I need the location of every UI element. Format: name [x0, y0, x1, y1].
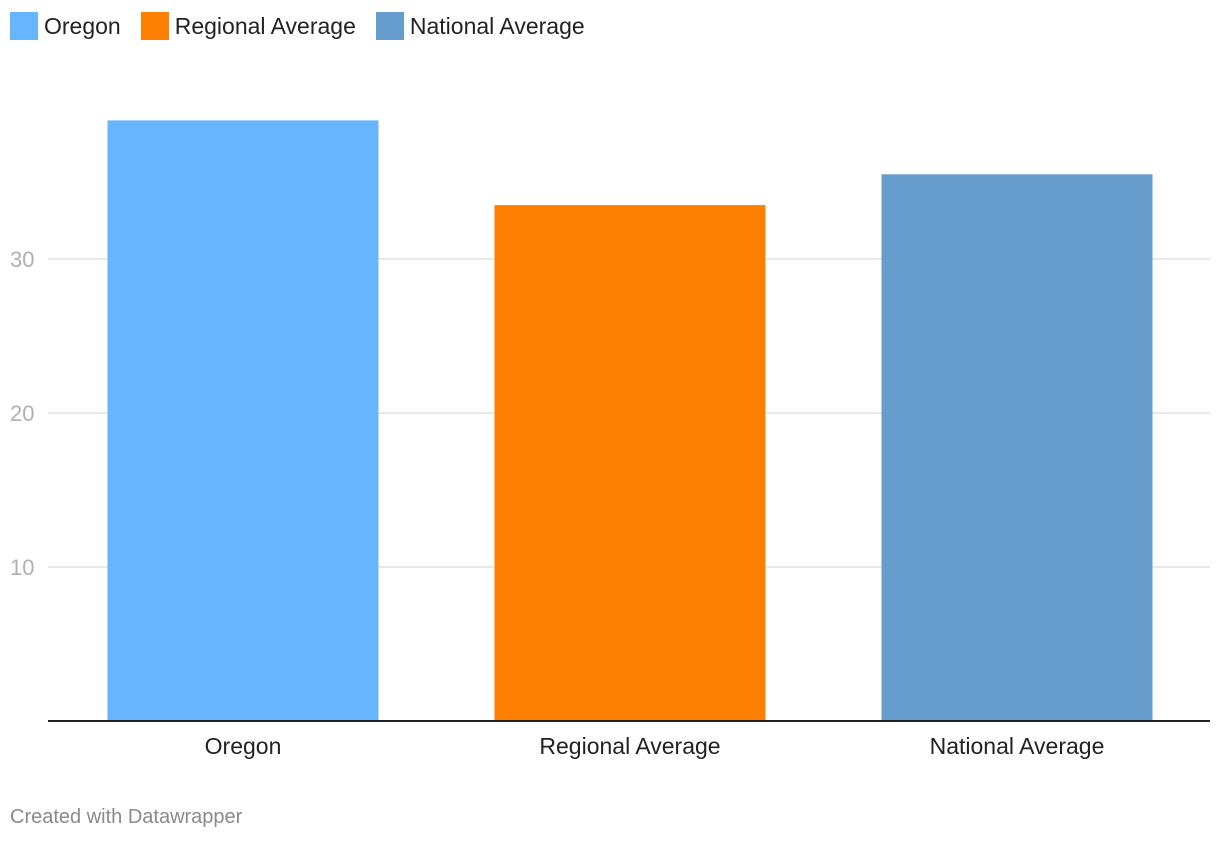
y-tick-label-20: 20 [10, 401, 34, 426]
legend-label-oregon: Oregon [44, 12, 121, 39]
legend: Oregon Regional Average National Average [10, 12, 605, 40]
y-tick-label-30: 30 [10, 247, 34, 272]
bar-national-average [881, 174, 1153, 722]
y-tick-label-10: 10 [10, 555, 34, 580]
bar-oregon [107, 120, 379, 721]
x-tick-label-oregon: Oregon [205, 733, 282, 759]
bar-chart: 10 20 30 Oregon Regional Average National Ave… [10, 120, 1210, 759]
bar-regional-average [494, 205, 766, 722]
legend-item-national-average: National Average [375, 12, 585, 40]
legend-item-regional-average: Regional Average [140, 12, 356, 40]
legend-swatch-oregon [10, 12, 38, 40]
legend-swatch-regional-average [140, 12, 169, 40]
legend-label-national-average: National Average [409, 12, 585, 39]
x-tick-label-national-average: National Average [930, 733, 1105, 759]
legend-item-oregon: Oregon [10, 12, 121, 40]
x-tick-label-regional-average: Regional Average [539, 733, 720, 759]
datawrapper-credit: Created with Datawrapper [10, 806, 243, 828]
legend-label-regional-average: Regional Average [174, 12, 356, 39]
legend-swatch-national-average [375, 12, 404, 40]
